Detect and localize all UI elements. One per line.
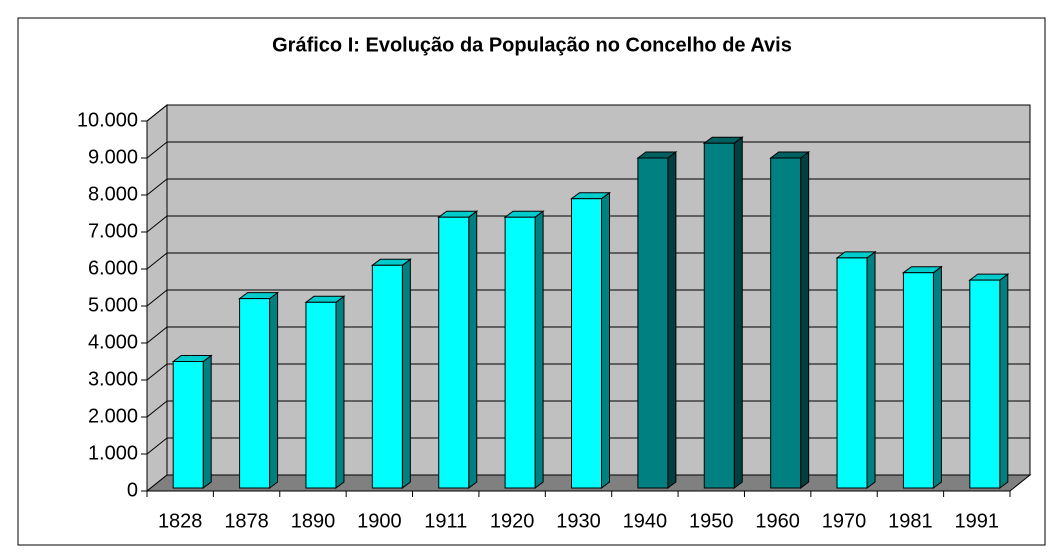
- x-tick-label: 1930: [556, 510, 601, 532]
- bar-side: [202, 354, 212, 489]
- bar: [969, 279, 1001, 489]
- bar-side: [733, 136, 743, 489]
- bar-side: [800, 151, 810, 489]
- x-tick-label: 1970: [822, 510, 867, 532]
- y-tick-label: 6.000: [88, 257, 138, 279]
- bar-side: [401, 258, 411, 489]
- grid-line: [146, 104, 168, 122]
- grid-line: [146, 400, 168, 418]
- bar: [172, 361, 204, 489]
- bar-side: [335, 295, 345, 489]
- bar-side: [932, 265, 942, 489]
- bar-side: [601, 191, 610, 489]
- x-tick-label: 1911: [424, 510, 467, 532]
- bar: [305, 301, 337, 489]
- grid-line: [146, 363, 168, 381]
- x-tick-label: 1828: [158, 510, 203, 532]
- x-tick-label: 1950: [689, 510, 734, 532]
- bar-side: [667, 151, 677, 489]
- bar: [239, 298, 271, 489]
- y-tick-label: 4.000: [88, 331, 138, 353]
- bar-side: [534, 210, 544, 489]
- bar-side: [468, 210, 478, 489]
- y-tick-label: 8.000: [88, 183, 138, 205]
- bar: [637, 157, 669, 489]
- y-tick-label: 7.000: [88, 220, 138, 242]
- bar: [371, 264, 403, 489]
- grid-line: [146, 141, 168, 159]
- chart-title: Gráfico I: Evolução da População no Conc…: [272, 34, 792, 56]
- y-tick-label: 0: [127, 479, 138, 501]
- bar-side: [866, 250, 876, 489]
- bar: [438, 216, 470, 489]
- x-tick-label: 1890: [291, 510, 336, 532]
- bar: [770, 157, 802, 489]
- bar-side: [999, 273, 1009, 489]
- grid-line: [146, 252, 168, 270]
- y-tick-label: 3.000: [88, 368, 138, 390]
- bar: [836, 257, 868, 489]
- grid-line: [146, 326, 168, 344]
- y-tick-label: 10.000: [77, 109, 138, 131]
- grid-line: [146, 178, 168, 196]
- grid-line: [146, 437, 168, 455]
- y-tick-label: 5.000: [88, 294, 138, 316]
- bar: [571, 198, 602, 489]
- bar: [703, 142, 735, 489]
- x-tick-label: 1991: [955, 510, 1000, 532]
- y-tick-label: 9.000: [88, 146, 138, 168]
- x-tick-label: 1981: [888, 510, 933, 532]
- x-tick-label: 1960: [755, 510, 800, 532]
- bar-side: [269, 291, 279, 489]
- x-tick-label: 1878: [224, 510, 269, 532]
- x-tick-label: 1900: [357, 510, 402, 532]
- x-tick-label: 1940: [623, 510, 668, 532]
- bar: [902, 272, 934, 489]
- grid-line: [146, 215, 168, 233]
- y-tick-label: 2.000: [88, 405, 138, 427]
- x-tick-label: 1920: [490, 510, 535, 532]
- bar: [504, 216, 536, 489]
- grid-line: [146, 289, 168, 307]
- y-tick-label: 1.000: [88, 442, 138, 464]
